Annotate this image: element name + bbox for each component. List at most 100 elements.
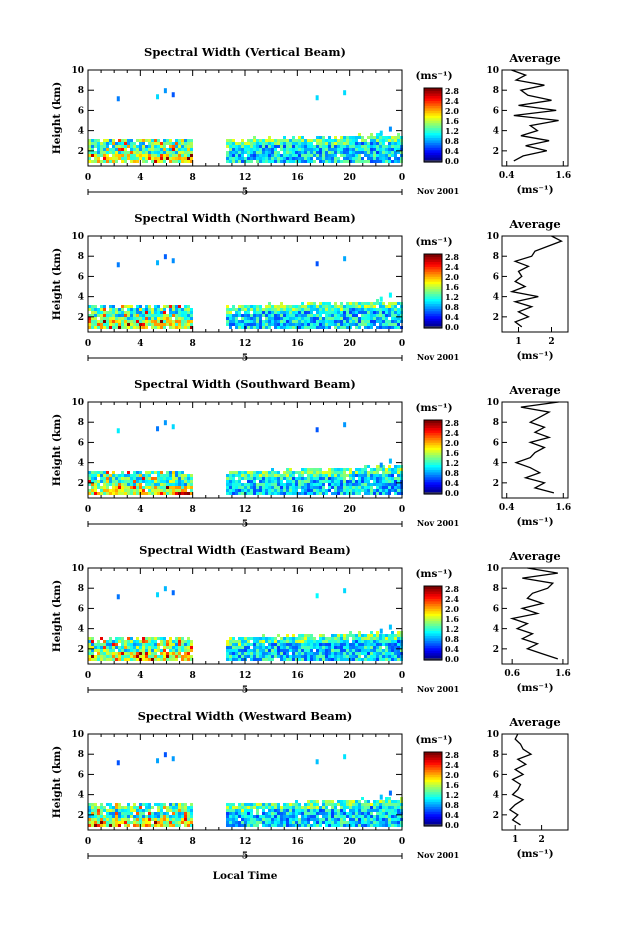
heatmap-cell [322,800,325,803]
colorbar-segment [424,766,442,770]
heatmap-cell [121,492,124,495]
heatmap-cell [358,631,361,634]
heatmap-cell [316,489,319,492]
heatmap-cell [175,489,178,492]
heatmap-cell [388,474,391,477]
heatmap-cell [388,471,391,474]
heatmap-cell [163,652,166,655]
heatmap-cell [166,157,169,160]
colorbar-segment [424,630,442,634]
heatmap-cell [310,311,313,314]
heatmap-cell [112,160,115,163]
heatmap-cell [127,139,130,142]
heatmap-cell [280,649,283,652]
heatmap-cell [397,637,400,640]
heatmap-cell [379,812,382,815]
heatmap-cell [295,824,298,827]
heatmap-cell [361,812,364,815]
heatmap-cell [379,148,382,151]
heatmap-cell [136,326,139,329]
heatmap-cell [259,308,262,311]
heatmap-cell [124,154,127,157]
heatmap-cell [112,818,115,821]
heatmap-cell [148,320,151,323]
heatmap-cell [163,640,166,643]
heatmap-cell [313,818,316,821]
heatmap-cell [133,806,136,809]
colorbar-segment [424,449,442,453]
heatmap-cell [175,806,178,809]
heatmap-cell [277,305,280,308]
heatmap-cell [181,148,184,151]
heatmap-cell [340,803,343,806]
heatmap-cell [355,311,358,314]
heatmap-cell [307,148,310,151]
heatmap-cell [337,646,340,649]
heatmap-cell [253,655,256,658]
heatmap-cell [361,302,364,305]
heatmap-cell [97,486,100,489]
heatmap-cell [307,637,310,640]
heatmap-cell [340,652,343,655]
heatmap-cell [337,314,340,317]
heatmap-cell [163,480,166,483]
heatmap-cell [133,809,136,812]
heatmap-cell [148,821,151,824]
heatmap-cell [283,483,286,486]
heatmap-cell [322,311,325,314]
heatmap-cell [298,323,301,326]
heatmap-cell [253,658,256,661]
heatmap-cell [115,637,118,640]
heatmap-cell [274,317,277,320]
heatmap-cell [238,480,241,483]
heatmap-cell [178,311,181,314]
colorbar-tick-label: 2.8 [445,86,459,96]
heatmap-cell [340,151,343,154]
heatmap-cell [226,652,229,655]
heatmap-cell [235,489,238,492]
heatmap-cell [172,320,175,323]
heatmap-cell [91,148,94,151]
heatmap-cell [292,471,295,474]
heatmap-cell [226,809,229,812]
colorbar-segment [424,620,442,624]
heatmap-cell [136,314,139,317]
heatmap-cell [397,640,400,643]
heatmap-cell [238,643,241,646]
heatmap-cell [265,142,268,145]
heatmap-cell [265,818,268,821]
heatmap-cell [367,483,370,486]
heatmap-cell [259,646,262,649]
heatmap-cell [109,139,112,142]
heatmap-cell [187,477,190,480]
heatmap-cell [265,655,268,658]
colorbar-segment [424,122,442,126]
heatmap-cell [148,803,151,806]
y-tick-label: 4 [78,459,84,469]
heatmap-cell [367,148,370,151]
heatmap-cell [331,658,334,661]
heatmap-cell [91,637,94,640]
heatmap-cell [235,818,238,821]
heatmap-cell [349,824,352,827]
heatmap-cell [151,815,154,818]
heatmap-cell [385,634,388,637]
heatmap-cell [259,806,262,809]
heatmap-cell [175,818,178,821]
heatmap-cell [322,305,325,308]
heatmap-cell [160,658,163,661]
heatmap-cell [151,323,154,326]
heatmap-cell [142,154,145,157]
heatmap-cell [337,824,340,827]
heatmap-cell [382,655,385,658]
colorbar-segment [424,761,442,765]
heatmap-cell [121,305,124,308]
heatmap-cell [319,477,322,480]
heatmap-cell [331,815,334,818]
heatmap-cell [166,821,169,824]
heatmap-cell [310,655,313,658]
heatmap-cell [274,326,277,329]
heatmap-cell [247,151,250,154]
heatmap-cell [100,326,103,329]
heatmap-cell [169,637,172,640]
